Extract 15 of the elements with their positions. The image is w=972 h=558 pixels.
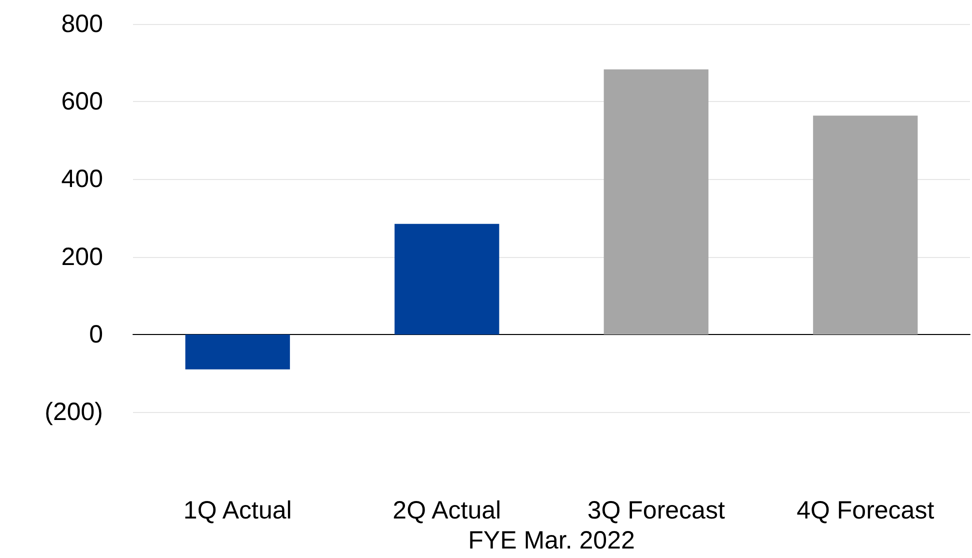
x-tick-label: 4Q Forecast	[796, 496, 934, 525]
bar	[394, 224, 500, 334]
y-tick-label: 400	[61, 165, 103, 194]
x-tick-label: 3Q Forecast	[587, 496, 725, 525]
y-tick-label: 0	[89, 320, 103, 348]
y-tick-label: 200	[61, 242, 103, 271]
x-tick-label: 2Q Actual	[392, 496, 502, 525]
y-tick-label: 800	[61, 10, 103, 38]
y-tick-label: (200)	[44, 398, 103, 426]
bar	[604, 69, 708, 334]
y-tick-label: 600	[61, 88, 103, 116]
bar	[813, 116, 918, 334]
x-axis-title: FYE Mar. 2022	[468, 526, 635, 554]
x-tick-label: 1Q Actual	[183, 496, 292, 525]
bar	[185, 334, 290, 370]
